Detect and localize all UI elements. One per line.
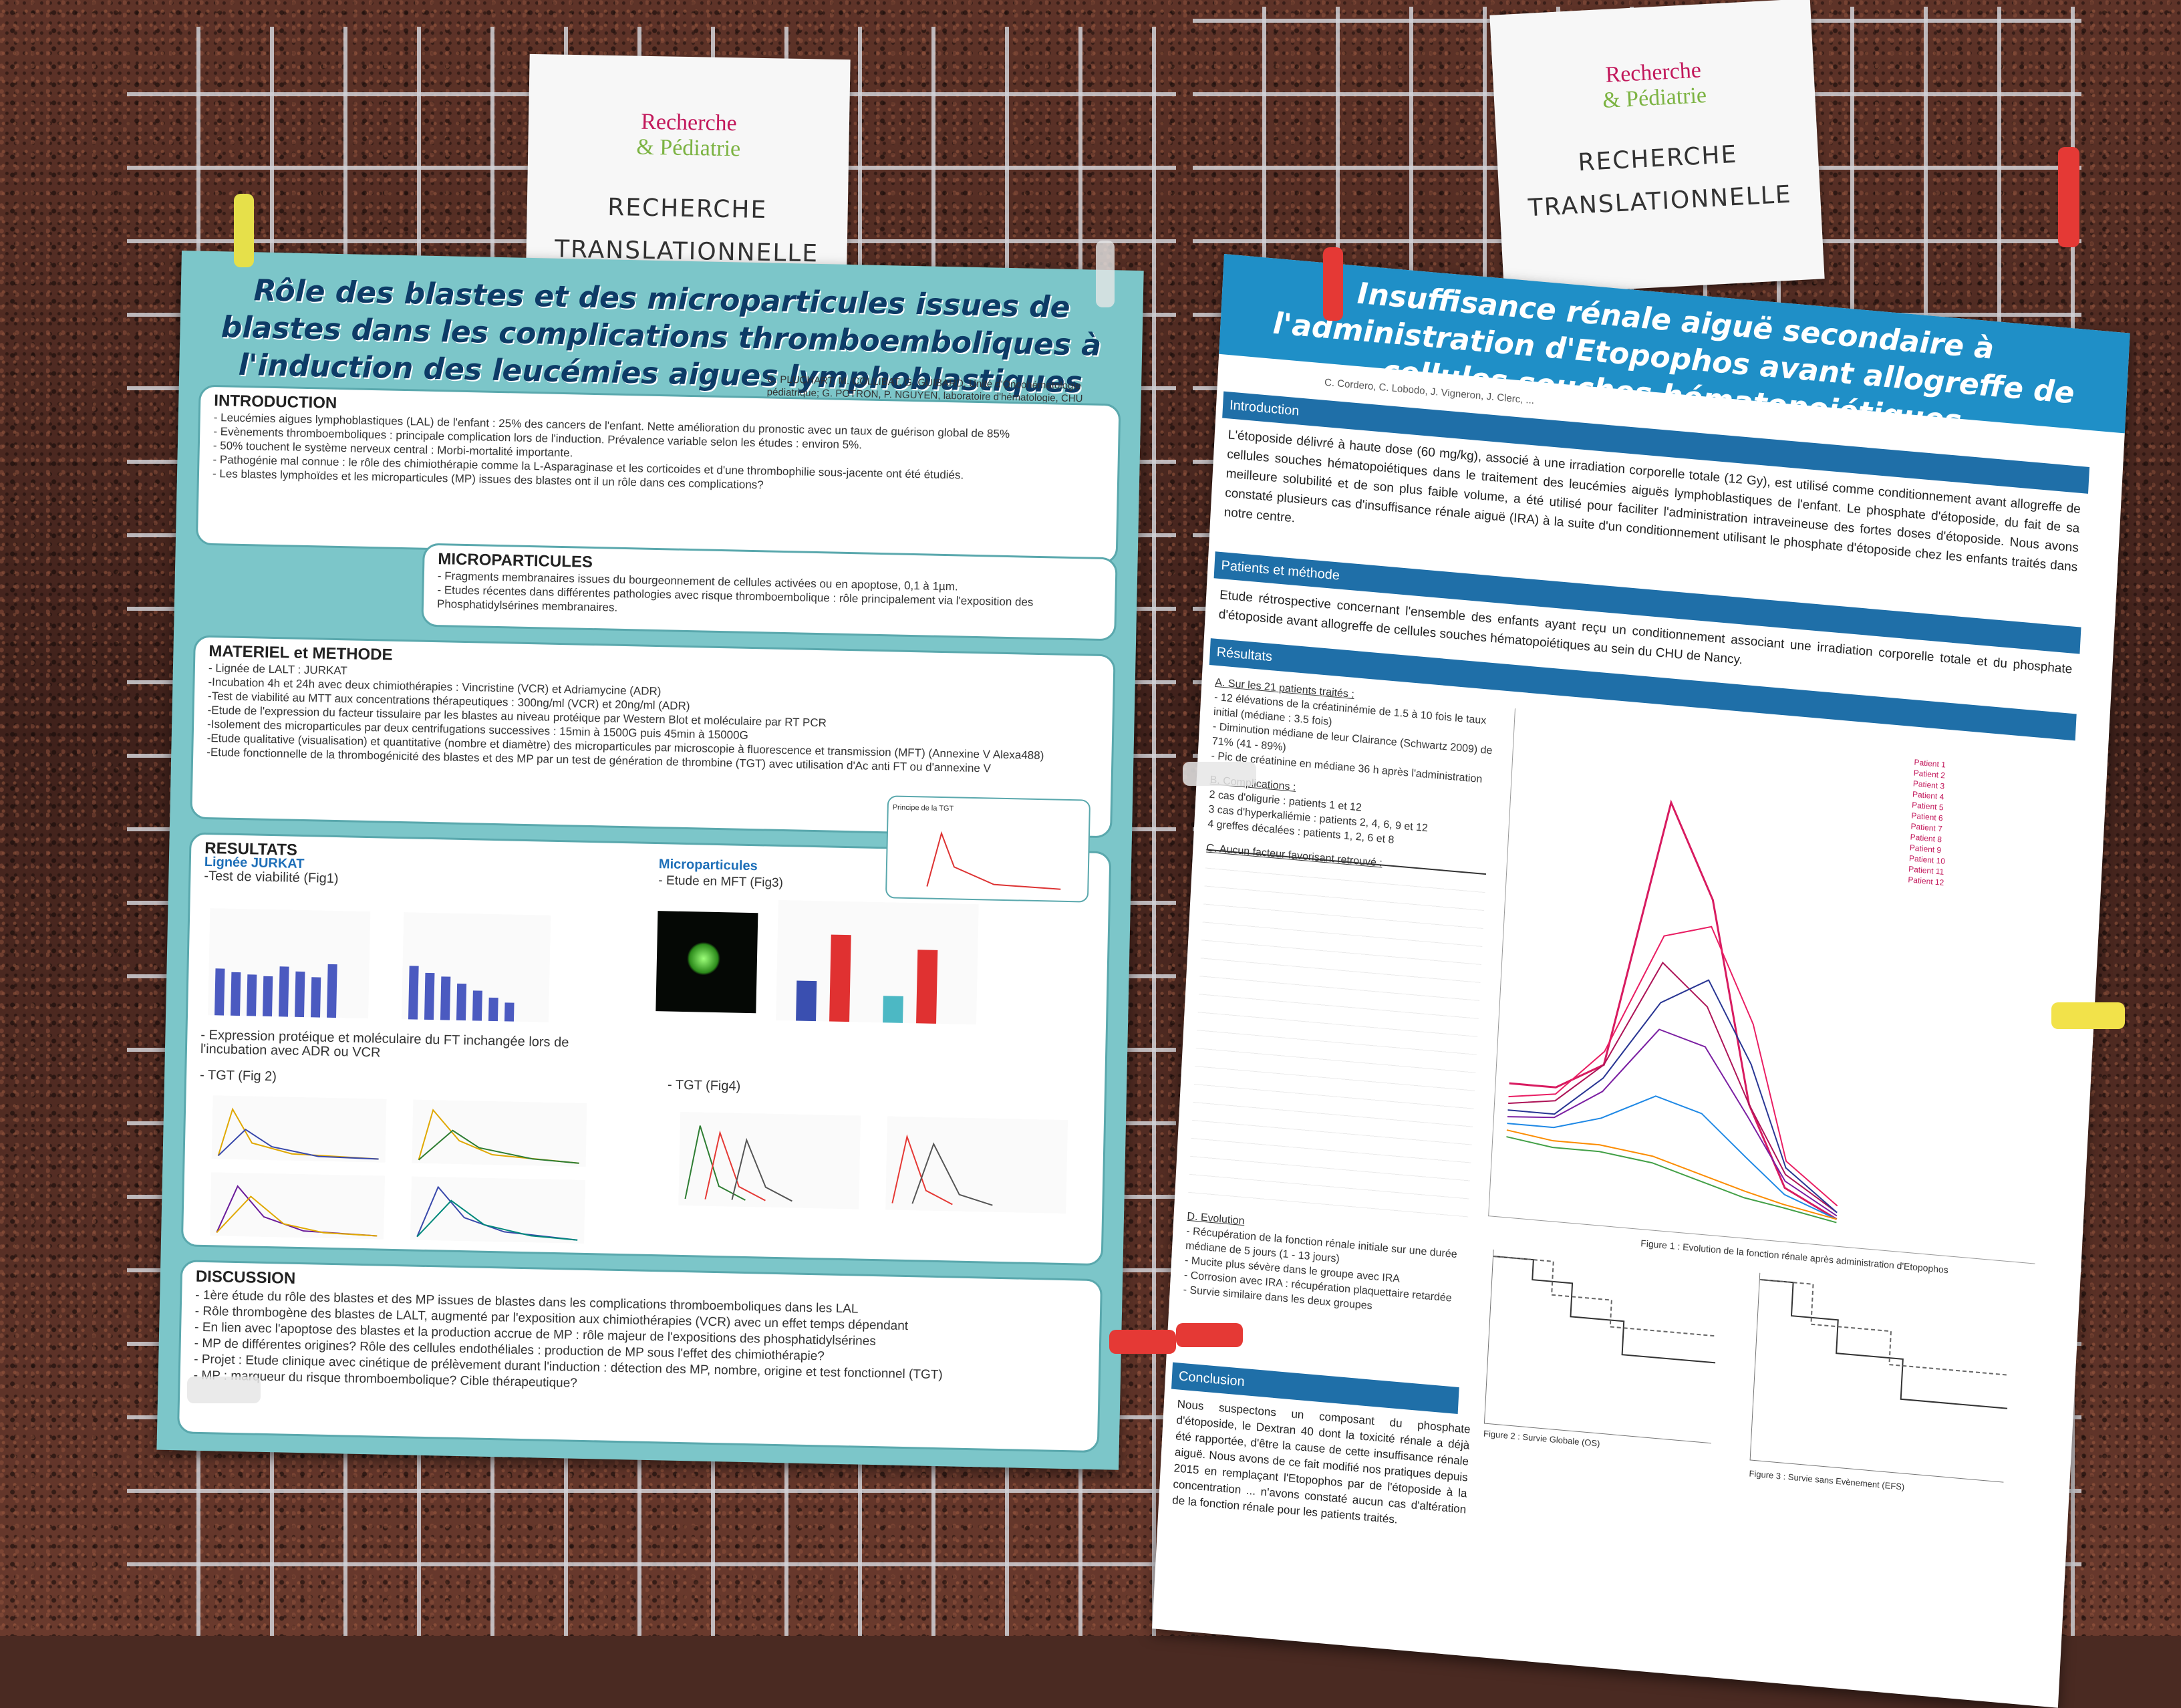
- chart-bar: [440, 976, 451, 1020]
- fig3-bar-chart: [776, 899, 979, 1025]
- survival-chart-efs: [1749, 1272, 2014, 1483]
- clear-clip: [187, 1377, 261, 1403]
- renal-function-lines: [1506, 799, 1838, 1224]
- discussion-box: DISCUSSION - 1ère étude du rôle des blas…: [176, 1260, 1103, 1453]
- chart-bar: [214, 968, 225, 1016]
- logo-text-bottom: & Pédiatrie: [636, 134, 741, 162]
- yellow-clip: [2051, 1002, 2125, 1029]
- expression-text: - Expression protéique et moléculaire du…: [200, 1027, 569, 1060]
- red-clip: [1109, 1330, 1176, 1354]
- tgt-principle-curve: [926, 831, 1061, 890]
- chart-bar: [247, 974, 257, 1016]
- tgt-principle-caption: Principe de la TGT: [892, 803, 954, 813]
- fig1-bar-chart-b: [401, 912, 551, 1022]
- tgt-fig4-label: - TGT (Fig4): [667, 1077, 741, 1094]
- chart-bar: [408, 966, 419, 1020]
- chart-bar: [295, 971, 305, 1018]
- green-fluorescent-particle: [686, 942, 721, 976]
- mft-label: - Etude en MFT (Fig3): [658, 873, 784, 891]
- tgt-fig4-curves: [678, 1111, 1068, 1214]
- fluorescence-micrograph: [656, 911, 758, 1014]
- fig1-bar-chart-a: [208, 908, 371, 1019]
- category-sign-right: Recherche & Pédiatrie RECHERCHE TRANSLAT…: [1489, 0, 1825, 296]
- logo-text-top: Recherche: [1604, 57, 1702, 88]
- chart-bar: [504, 1002, 515, 1022]
- sign-line-1: RECHERCHE: [607, 193, 768, 225]
- chart-bar: [796, 980, 817, 1022]
- microparticules-box: MICROPARTICULES - Fragments membranaires…: [421, 543, 1118, 642]
- recherche-pediatrie-logo: Recherche & Pédiatrie: [1493, 52, 1815, 120]
- red-clip: [1176, 1323, 1243, 1347]
- chart-bar: [279, 966, 289, 1017]
- logo-text-top: Recherche: [640, 109, 738, 136]
- chart-bar: [883, 996, 903, 1023]
- chart-bar: [456, 983, 467, 1021]
- logo-text-bottom: & Pédiatrie: [1602, 83, 1707, 114]
- category-sign-left: Recherche & Pédiatrie RECHERCHE TRANSLAT…: [526, 53, 851, 267]
- tgt-principle-figure: Principe de la TGT: [885, 795, 1091, 903]
- results-d-block: D. Evolution - Récupération de la foncti…: [1183, 1209, 1481, 1323]
- resultats-box: RESULTATS Lignée JURKAT -Test de viabili…: [180, 795, 1112, 1266]
- chart-bar: [311, 977, 321, 1018]
- introduction-box: INTRODUCTION - Leucémies aigues lymphobl…: [195, 384, 1121, 565]
- chart-bar: [829, 934, 851, 1022]
- yellow-clip: [234, 194, 254, 267]
- survival-curve-os: [1493, 1255, 1717, 1364]
- renal-function-chart: Patient 1 Patient 2 Patient 3 Patient 4 …: [1488, 708, 2062, 1264]
- red-clip: [1323, 247, 1343, 321]
- clear-clip: [1183, 762, 1256, 786]
- chart-bar: [327, 964, 337, 1018]
- chart-bar: [472, 990, 482, 1021]
- tgt-fig2-curves: [210, 1095, 587, 1244]
- chart-legend: Patient 1 Patient 2 Patient 3 Patient 4 …: [1908, 756, 1950, 887]
- chart-bar: [424, 972, 435, 1020]
- microparticules-subheading: Microparticules: [658, 857, 758, 874]
- tgt-fig2-label: - TGT (Fig 2): [199, 1067, 277, 1085]
- survival-curve-efs: [1759, 1278, 2009, 1409]
- conclusion-text: Nous suspectons un composant du phosphat…: [1171, 1397, 1471, 1526]
- chart-bar: [263, 976, 273, 1017]
- chart-bar: [916, 950, 938, 1024]
- recherche-pediatrie-logo: Recherche & Pédiatrie: [528, 108, 849, 164]
- red-clip: [2058, 147, 2079, 247]
- survival-chart-os: [1483, 1249, 1721, 1444]
- clear-clip: [1096, 241, 1115, 307]
- chart-bar: [231, 972, 241, 1016]
- poster-right: Insuffisance rénale aiguë secondaire à l…: [1152, 254, 2130, 1708]
- chart-bar: [488, 997, 498, 1022]
- risk-factor-table: [1188, 849, 1487, 1222]
- poster-left: Rôle des blastes et des microparticules …: [156, 251, 1144, 1470]
